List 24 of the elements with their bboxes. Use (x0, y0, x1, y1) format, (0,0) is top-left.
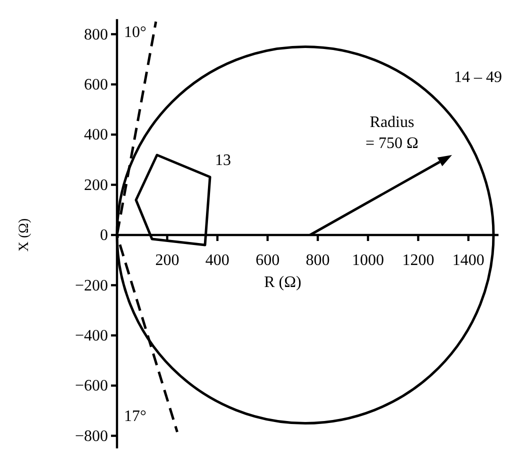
annotation: 17° (124, 408, 146, 425)
annotation: = 750 Ω (366, 135, 419, 152)
annotation: 13 (215, 152, 231, 169)
annotation: 10° (124, 24, 146, 41)
y-tick-label: 200 (84, 176, 108, 194)
x-tick-label: 1200 (402, 252, 434, 269)
y-tick-label: 800 (84, 26, 108, 44)
y-tick-label: −800 (74, 428, 108, 445)
y-tick-label: −200 (74, 277, 108, 294)
y-axis-title: X (Ω) (17, 218, 32, 252)
y-tick-label: 400 (84, 126, 108, 144)
x-tick-label: 1400 (452, 252, 484, 269)
y-tick-label: 0 (100, 227, 108, 244)
x-tick-label: 600 (256, 252, 280, 269)
y-tick-label: −600 (74, 378, 108, 395)
annotation: 14 – 49 (454, 69, 502, 86)
y-tick-label: −400 (74, 328, 108, 345)
x-axis-title: R (Ω) (264, 274, 302, 291)
annotation: Radius (370, 114, 414, 131)
x-tick-label: 200 (155, 252, 180, 269)
x-tick-label: 1000 (352, 252, 384, 269)
x-tick-label: 800 (306, 252, 330, 269)
x-tick-label: 400 (205, 252, 230, 269)
y-tick-label: 600 (84, 76, 108, 94)
